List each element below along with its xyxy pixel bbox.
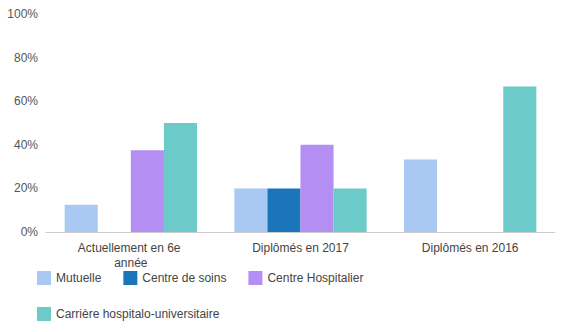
svg-text:Diplômés en 2017: Diplômés en 2017: [252, 241, 349, 255]
svg-text:Carrière hospitalo-universitai: Carrière hospitalo-universitaire: [56, 307, 220, 321]
svg-text:0%: 0%: [21, 225, 39, 239]
svg-text:Diplômés en 2016: Diplômés en 2016: [422, 241, 519, 255]
svg-text:Centre de soins: Centre de soins: [142, 271, 226, 285]
svg-text:100%: 100%: [7, 7, 38, 21]
svg-text:80%: 80%: [14, 51, 38, 65]
svg-text:40%: 40%: [14, 138, 38, 152]
svg-text:année: année: [114, 256, 148, 270]
svg-text:Actuellement en 6e: Actuellement en 6e: [78, 241, 184, 255]
svg-text:20%: 20%: [14, 181, 38, 195]
svg-text:Centre Hospitalier: Centre Hospitalier: [267, 271, 363, 285]
svg-text:Mutuelle: Mutuelle: [56, 271, 102, 285]
svg-text:60%: 60%: [14, 94, 38, 108]
